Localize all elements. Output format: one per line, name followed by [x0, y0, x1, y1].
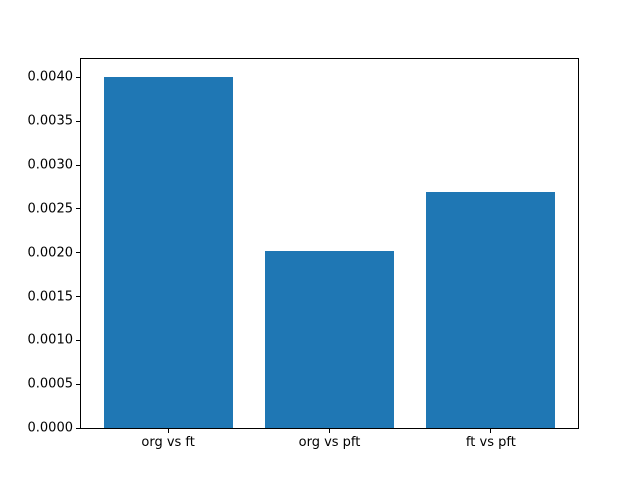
y-tick-label: 0.0030 — [27, 157, 74, 173]
plot-area: 0.0000 0.0005 0.0010 0.0015 0.0020 0.0025 0.00… — [28, 58, 579, 449]
bar-ft-vs-pft — [426, 192, 556, 428]
y-tick-label: 0.0005 — [27, 376, 74, 392]
y-tick-label: 0.0000 — [27, 420, 74, 436]
x-tick-mark — [167, 429, 169, 433]
y-tick-label: 0.0010 — [27, 332, 74, 348]
y-tick-label: 0.0025 — [27, 201, 74, 217]
y-tick-mark — [76, 296, 80, 298]
bar-org-vs-ft — [103, 76, 233, 428]
y-tick-mark — [76, 120, 80, 122]
y-tick-mark — [76, 76, 80, 78]
x-tick-label-org-vs-ft: org vs ft — [141, 435, 195, 450]
y-tick-label: 0.0040 — [27, 69, 74, 85]
bar-org-vs-pft — [264, 250, 395, 428]
y-tick-label: 0.0020 — [27, 245, 74, 261]
x-tick-label-org-vs-pft: org vs pft — [298, 435, 361, 450]
x-tick-mark — [490, 429, 492, 433]
y-tick-mark — [76, 427, 80, 429]
y-tick-mark — [76, 164, 80, 166]
y-tick-label: 0.0015 — [27, 289, 74, 305]
x-tick-mark — [329, 429, 330, 433]
y-tick-mark — [76, 208, 80, 210]
x-tick-label-ft-vs-pft: ft vs pft — [465, 435, 516, 450]
y-tick-mark — [76, 252, 80, 254]
y-tick-mark — [76, 383, 80, 385]
y-tick-label: 0.0035 — [27, 113, 74, 129]
y-tick-mark — [76, 339, 80, 341]
